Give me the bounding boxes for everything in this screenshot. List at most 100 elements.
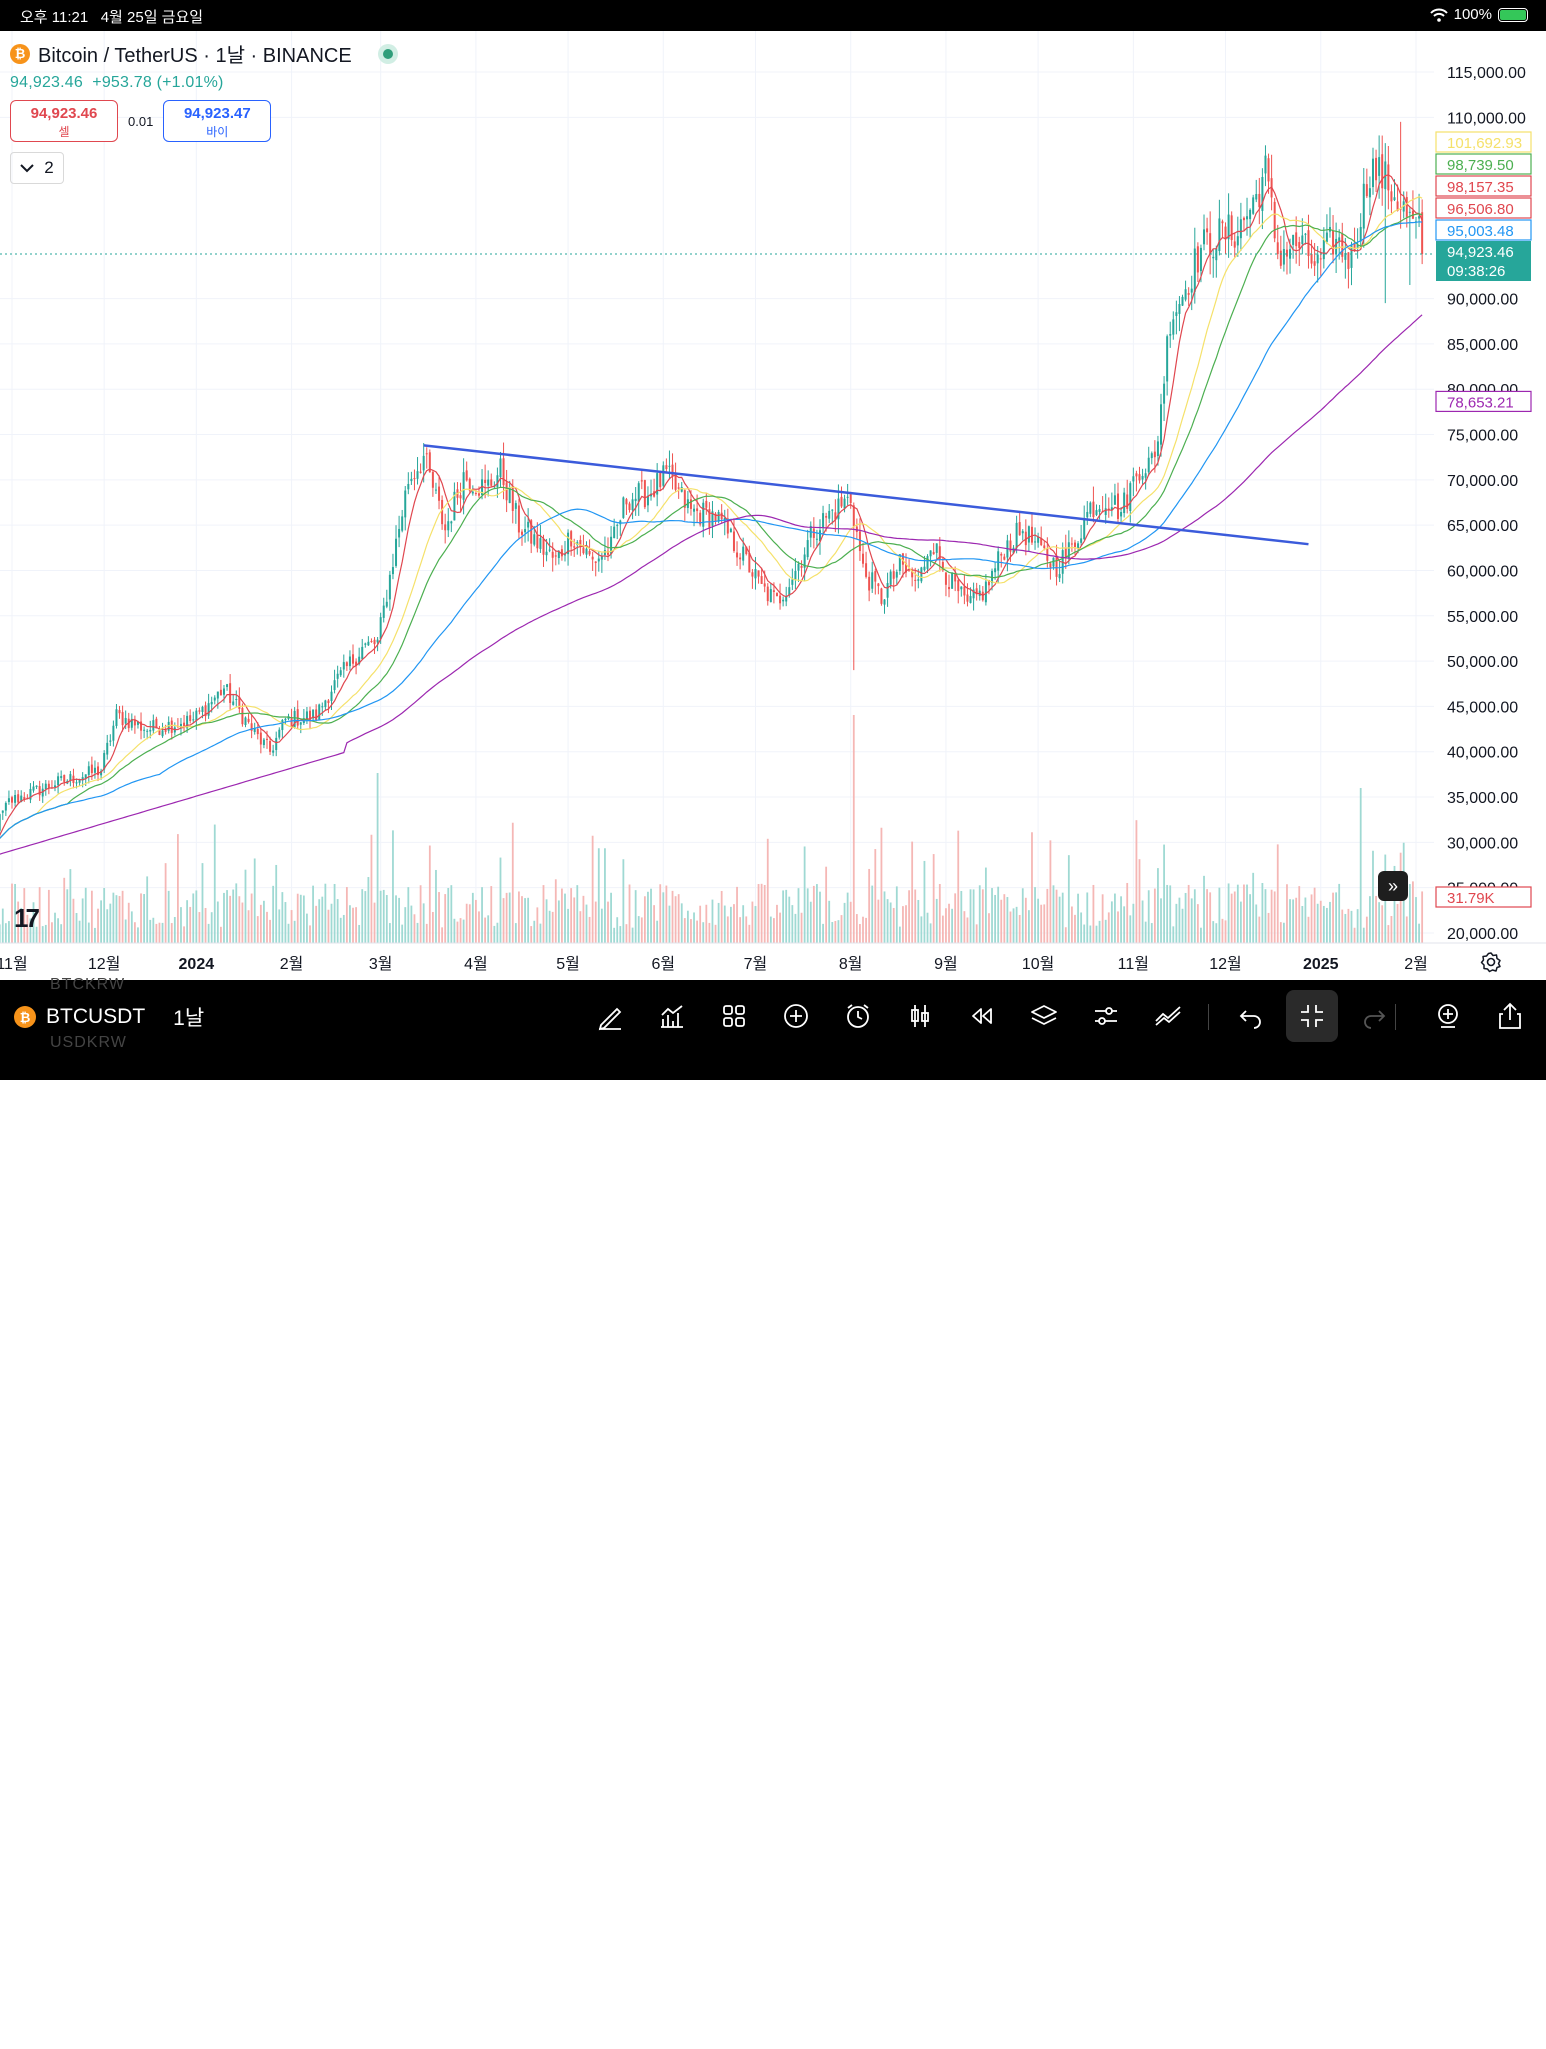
- volume-bar: [1233, 891, 1236, 943]
- candle-body: [342, 662, 345, 670]
- layers-icon[interactable]: [1024, 996, 1064, 1036]
- symbol-title[interactable]: Bitcoin / TetherUS · 1날 · BINANCE: [38, 45, 352, 67]
- volume-bar: [333, 883, 336, 943]
- candle-body: [766, 586, 769, 602]
- symbol-selector[interactable]: ₿ BTCUSDT 1날: [14, 1002, 204, 1032]
- volume-bar: [60, 924, 63, 943]
- candle-body: [914, 579, 917, 581]
- volume-bar: [57, 918, 59, 943]
- volume-bar: [155, 923, 158, 943]
- candle-body: [751, 572, 754, 577]
- candle-body: [554, 555, 557, 557]
- volume-bar: [1329, 901, 1331, 943]
- volume-bar: [671, 890, 674, 943]
- candle-body: [312, 709, 315, 719]
- indicators-icon[interactable]: [652, 996, 692, 1036]
- candle-body: [926, 556, 929, 569]
- volume-bar: [1381, 905, 1384, 943]
- volume-bar: [1153, 888, 1156, 943]
- candle-body: [1319, 258, 1322, 260]
- volume-bar: [1279, 922, 1282, 943]
- indicators-toggle[interactable]: 2: [10, 152, 64, 184]
- volume-bar: [1206, 889, 1208, 943]
- undo-icon[interactable]: [1231, 996, 1271, 1036]
- candle-body: [195, 710, 198, 721]
- price-tag: 98,157.35: [1447, 179, 1514, 196]
- volume-bar: [1369, 896, 1371, 943]
- add-icon[interactable]: [776, 996, 816, 1036]
- draw-icon[interactable]: [590, 996, 630, 1036]
- volume-bar: [545, 899, 548, 943]
- candle-body: [1190, 288, 1193, 293]
- add-alert-icon[interactable]: [1428, 996, 1468, 1036]
- interval-selector[interactable]: 1날: [173, 1007, 205, 1030]
- exit-fullscreen-icon[interactable]: [1286, 990, 1338, 1042]
- candle-body: [828, 510, 831, 519]
- bar-style-icon[interactable]: [900, 996, 940, 1036]
- replay-icon[interactable]: [962, 996, 1002, 1036]
- toolbar-separator: [1208, 1004, 1209, 1030]
- candle-body: [858, 531, 861, 552]
- sell-price: 94,923.46: [30, 105, 98, 122]
- volume-bar: [911, 841, 914, 943]
- candle-body: [235, 698, 238, 700]
- settings-sliders-icon[interactable]: [1086, 996, 1126, 1036]
- price-change: 94,923.46 +953.78 (+1.01%): [10, 74, 224, 91]
- price-tick-label: 70,000.00: [1447, 473, 1518, 490]
- candle-body: [748, 552, 751, 573]
- volume-bar: [81, 898, 84, 943]
- chart-area[interactable]: 20,000.0025,000.0030,000.0035,000.0040,0…: [0, 31, 1546, 980]
- candle-body: [834, 512, 837, 520]
- candle-body: [920, 567, 923, 582]
- candle-body: [843, 498, 846, 509]
- candle-body: [1224, 226, 1227, 240]
- candle-body: [1356, 244, 1359, 248]
- price-tick-label: 55,000.00: [1447, 609, 1518, 626]
- volume-bar: [1123, 906, 1126, 943]
- layout-icon[interactable]: [714, 996, 754, 1036]
- candle-body: [1221, 221, 1224, 224]
- candle-body: [1285, 249, 1288, 257]
- volume-bar: [1178, 897, 1181, 943]
- candle-body: [1070, 543, 1073, 545]
- scroll-to-realtime-button[interactable]: »: [1378, 871, 1408, 901]
- volume-bar: [1415, 897, 1417, 943]
- candle-body: [1049, 563, 1052, 568]
- candle-body: [1129, 483, 1132, 511]
- sell-button[interactable]: 94,923.46 셀: [10, 100, 118, 142]
- candle-body: [1233, 241, 1236, 248]
- volume-bar: [376, 773, 379, 943]
- alert-icon[interactable]: [838, 996, 878, 1036]
- volume-bar: [923, 860, 926, 943]
- candle-body: [782, 599, 785, 602]
- compare-icon[interactable]: [1148, 996, 1188, 1036]
- candle-body: [7, 798, 10, 803]
- redo-icon[interactable]: [1354, 996, 1394, 1036]
- candle-body: [106, 742, 109, 755]
- share-icon[interactable]: [1490, 996, 1530, 1036]
- volume-bar: [213, 824, 216, 943]
- chart-settings-icon[interactable]: [1480, 951, 1502, 973]
- candle-body: [711, 511, 714, 526]
- volume-bar: [1255, 904, 1258, 943]
- candle-body: [309, 710, 312, 720]
- buy-button[interactable]: 94,923.47 바이: [163, 100, 272, 142]
- price-tick-label: 85,000.00: [1447, 337, 1518, 354]
- candle-body: [674, 474, 677, 490]
- volume-bar: [1147, 890, 1150, 943]
- candle-body: [407, 483, 410, 490]
- volume-bar: [327, 909, 330, 943]
- candle-body: [984, 581, 987, 603]
- volume-bar: [1276, 844, 1279, 943]
- candle-body: [1255, 194, 1258, 200]
- candle-body: [164, 730, 167, 732]
- candle-body: [336, 673, 339, 679]
- volume-bar: [536, 907, 539, 943]
- volume-bar: [865, 917, 867, 943]
- price-chart[interactable]: 20,000.0025,000.0030,000.0035,000.0040,0…: [0, 31, 1546, 980]
- volume-bar: [803, 846, 806, 943]
- symbol-name[interactable]: BTCUSDT: [46, 1005, 146, 1028]
- volume-bar: [29, 918, 32, 943]
- candle-body: [1024, 531, 1027, 546]
- candle-body: [358, 656, 361, 664]
